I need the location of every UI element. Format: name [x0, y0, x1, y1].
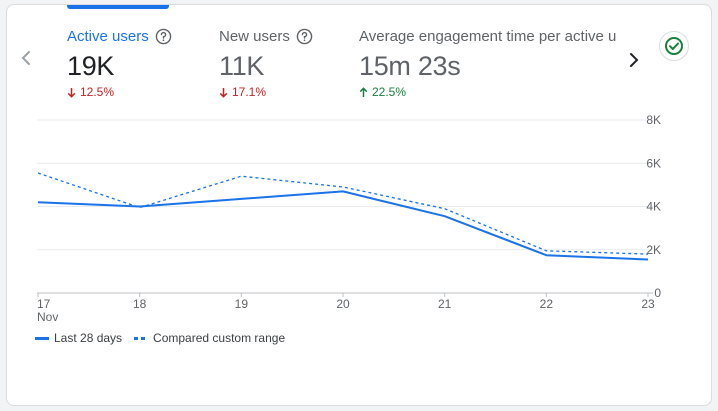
next-metric-button[interactable] [623, 45, 645, 75]
tab-average-engagement-time[interactable]: Average engagement time per active us 15… [349, 5, 617, 109]
metric-change: 12.5% [67, 85, 114, 99]
legend-item-compared-range[interactable]: Compared custom range [134, 331, 285, 345]
metric-change-text: 22.5% [372, 85, 407, 99]
metric-label: Active users [67, 28, 172, 45]
metric-label-text: Average engagement time per active us [359, 28, 617, 45]
metric-value: 15m 23s [359, 51, 461, 81]
y-tick-label: 0 [654, 286, 661, 300]
chevron-left-icon [21, 51, 30, 65]
x-tick-label: 22 [540, 297, 554, 311]
x-tick-label: 21 [438, 297, 452, 311]
y-tick-label: 2K [646, 243, 661, 257]
legend-label: Compared custom range [153, 331, 286, 345]
dashed-line-swatch [134, 336, 149, 340]
metric-label: Average engagement time per active us [359, 28, 617, 45]
metric-value: 19K [67, 51, 115, 81]
tab-new-users[interactable]: New users 11K 17.1% [209, 5, 339, 109]
help-icon[interactable] [296, 28, 313, 45]
series-line-compared-range [37, 172, 649, 255]
line-chart: 0 2K 4K 6K 8K 17 18 19 20 21 22 23 Nov [7, 5, 711, 405]
x-tick-label: 23 [641, 297, 655, 311]
y-tick-label: 6K [646, 156, 661, 170]
arrow-up-icon [359, 86, 368, 97]
metric-value: 11K [219, 51, 265, 81]
x-tick-label: 18 [133, 297, 147, 311]
metric-label: New users [219, 28, 313, 45]
active-tab-indicator [67, 5, 169, 9]
data-quality-status-button[interactable] [659, 31, 689, 61]
metric-label-text: New users [219, 28, 290, 45]
chevron-right-icon [630, 53, 639, 67]
metric-change-text: 17.1% [232, 85, 267, 99]
legend-label: Last 28 days [54, 331, 123, 345]
tab-active-users[interactable]: Active users 19K 12.5% [57, 5, 187, 109]
x-tick-label: 19 [235, 297, 249, 311]
series-line-last-28-days [37, 190, 649, 261]
analytics-card: Active users 19K 12.5% New users 11K [6, 4, 712, 406]
metric-label-text: Active users [67, 28, 149, 45]
help-icon[interactable] [155, 28, 172, 45]
metric-change: 17.1% [219, 85, 266, 99]
metric-change-text: 12.5% [80, 85, 115, 99]
check-circle-icon [665, 37, 683, 55]
arrow-down-icon [67, 87, 76, 98]
metric-change: 22.5% [359, 85, 406, 99]
x-tick-label: 20 [336, 297, 350, 311]
legend-item-last-28-days[interactable]: Last 28 days [35, 331, 122, 345]
y-tick-label: 4K [646, 200, 661, 214]
previous-metric-button[interactable] [15, 43, 37, 73]
y-tick-label: 8K [646, 113, 661, 127]
chart-legend: Last 28 days Compared custom range [35, 331, 297, 345]
solid-line-swatch [35, 336, 49, 340]
x-tick-sublabel: Nov [37, 310, 58, 324]
x-tick-label: 17 [37, 297, 51, 311]
arrow-down-icon [219, 87, 228, 98]
chart-svg: 0 2K 4K 6K 8K 17 18 19 20 21 22 23 Nov [37, 113, 661, 324]
